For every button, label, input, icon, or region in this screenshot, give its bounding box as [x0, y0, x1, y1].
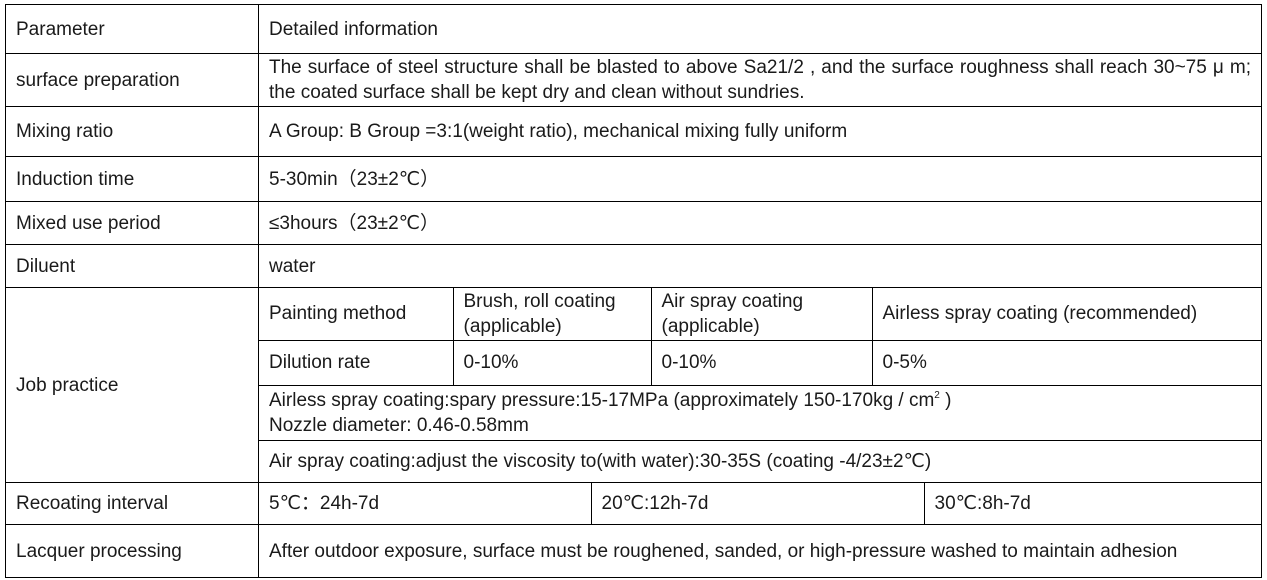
parameter-table-container: Parameter Detailed information surface p… [5, 4, 1262, 578]
recoating-5c: 5℃：24h-7d [259, 483, 592, 524]
value-mixed-use-period: ≤3hours（23±2℃） [258, 201, 1262, 245]
label-diluent: Diluent [5, 244, 259, 288]
airless-spray-pressure-end: ) [939, 389, 952, 411]
value-mixing-ratio: A Group: B Group =3:1(weight ratio), mec… [258, 106, 1262, 157]
job-practice-details: Painting method Brush, roll coating (app… [258, 287, 1262, 483]
label-surface-preparation: surface preparation [5, 53, 259, 107]
dilution-rate-label: Dilution rate [259, 339, 454, 386]
row-surface-preparation: surface preparation The surface of steel… [5, 53, 1262, 107]
row-mixed-use-period: Mixed use period ≤3hours（23±2℃） [5, 201, 1262, 245]
dilution-rate-air-spray: 0-10% [650, 339, 873, 386]
air-spray-viscosity: Air spray coating:adjust the viscosity t… [259, 439, 1261, 482]
recoating-subtable: 5℃：24h-7d 20℃:12h-7d 30℃:8h-7d [259, 483, 1261, 524]
label-mixing-ratio: Mixing ratio [5, 106, 259, 157]
row-job-practice: Job practice Painting method Brush, roll… [5, 287, 1262, 483]
recoating-values-row: 5℃：24h-7d 20℃:12h-7d 30℃:8h-7d [259, 483, 1261, 524]
label-recoating-interval: Recoating interval [5, 482, 259, 525]
painting-method-label: Painting method [259, 288, 454, 341]
job-practice-subtable: Painting method Brush, roll coating (app… [259, 288, 1261, 482]
painting-method-airless: Airless spray coating (recommended) [871, 288, 1261, 341]
row-lacquer-processing: Lacquer processing After outdoor exposur… [5, 524, 1262, 578]
nozzle-diameter: Nozzle diameter: 0.46-0.58mm [269, 414, 529, 436]
label-lacquer-processing: Lacquer processing [5, 524, 259, 578]
airless-spray-row: Airless spray coating:spary pressure:15-… [259, 384, 1261, 441]
recoating-interval-details: 5℃：24h-7d 20℃:12h-7d 30℃:8h-7d [258, 482, 1262, 525]
airless-spray-pressure: Airless spray coating:spary pressure:15-… [269, 389, 935, 411]
recoating-20c: 20℃:12h-7d [590, 483, 925, 524]
painting-method-row: Painting method Brush, roll coating (app… [259, 288, 1261, 341]
value-induction-time: 5-30min（23±2℃） [258, 156, 1262, 202]
painting-method-air-spray: Air spray coating (applicable) [650, 288, 873, 341]
parameter-table: Parameter Detailed information surface p… [5, 4, 1262, 578]
painting-method-brush: Brush, roll coating (applicable) [452, 288, 652, 341]
air-spray-row: Air spray coating:adjust the viscosity t… [259, 439, 1261, 482]
row-induction-time: Induction time 5-30min（23±2℃） [5, 156, 1262, 202]
label-mixed-use-period: Mixed use period [5, 201, 259, 245]
airless-spray-parameters: Airless spray coating:spary pressure:15-… [259, 384, 1261, 441]
value-lacquer-processing: After outdoor exposure, surface must be … [258, 524, 1262, 578]
header-detailed-information: Detailed information [258, 4, 1262, 54]
label-induction-time: Induction time [5, 156, 259, 202]
value-surface-preparation: The surface of steel structure shall be … [258, 53, 1262, 107]
value-diluent: water [258, 244, 1262, 288]
dilution-rate-row: Dilution rate 0-10% 0-10% 0-5% [259, 339, 1261, 386]
dilution-rate-airless: 0-5% [871, 339, 1261, 386]
header-parameter: Parameter [5, 4, 259, 54]
airless-spray-sup: 2 [934, 389, 940, 401]
label-job-practice: Job practice [5, 287, 259, 483]
row-recoating-interval: Recoating interval 5℃：24h-7d 20℃:12h-7d … [5, 482, 1262, 525]
row-diluent: Diluent water [5, 244, 1262, 288]
recoating-30c: 30℃:8h-7d [923, 483, 1261, 524]
header-row: Parameter Detailed information [5, 4, 1262, 54]
dilution-rate-brush: 0-10% [452, 339, 652, 386]
row-mixing-ratio: Mixing ratio A Group: B Group =3:1(weigh… [5, 106, 1262, 157]
